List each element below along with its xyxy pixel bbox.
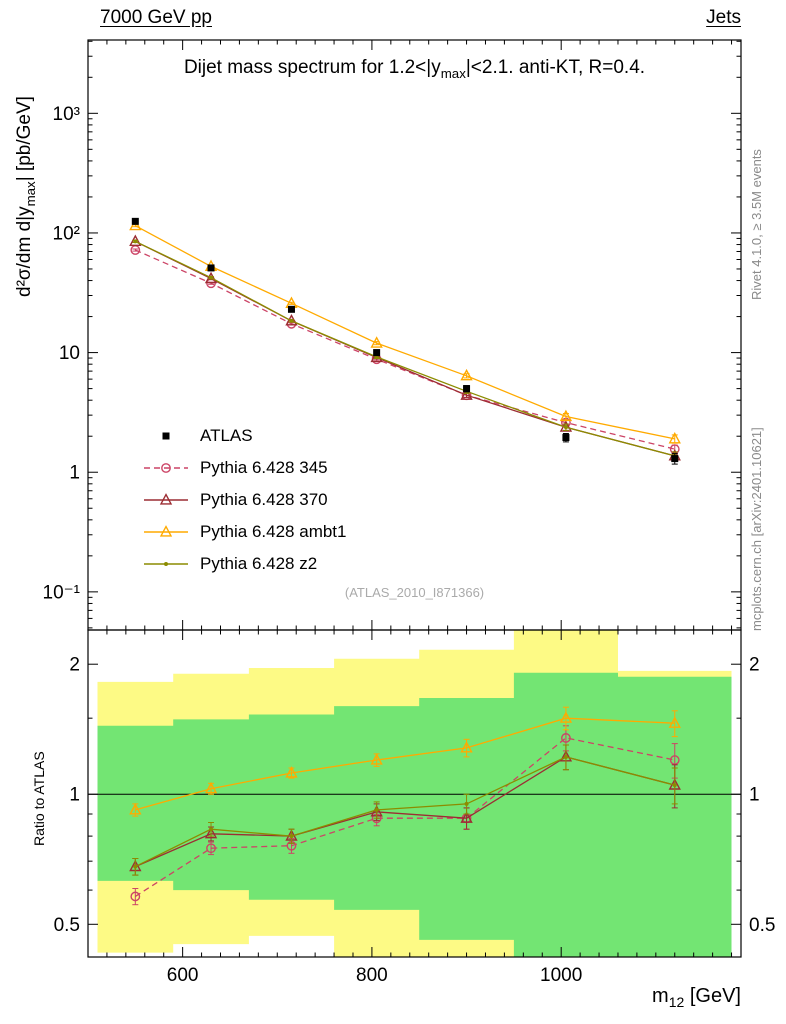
- process-label: Jets: [706, 7, 741, 28]
- series-pythia-6-428-ambt1-ratio: [129, 706, 681, 817]
- legend-marker-atlas: [162, 432, 170, 440]
- y-axis-label-ratio: Ratio to ATLAS: [31, 751, 47, 846]
- tick-labels: 10⁻¹ 1 10 10² 10³ 0.5 0.5 1 1 2 2 600 800 1000: [43, 104, 776, 986]
- legend-marker-pythia-ambt1: [144, 525, 188, 537]
- panel-frames: [87, 39, 742, 958]
- plot-title-sub: max: [440, 65, 466, 81]
- axis-ticks: [88, 40, 741, 957]
- x-axis-title-post: [GeV]: [684, 985, 741, 1007]
- legend-marker-pythia-370: [144, 493, 188, 505]
- mcplots-citation-note: mcplots.cern.ch [arXiv:2401.10621]: [749, 427, 764, 631]
- x-axis-title-sub: 12: [668, 994, 685, 1010]
- legend-label: Pythia 6.428 ambt1: [200, 522, 347, 541]
- legend-label: ATLAS: [200, 426, 253, 445]
- legend-item-pythia-ambt1: Pythia 6.428 ambt1: [142, 516, 346, 548]
- beam-energy-label: 7000 GeV pp: [100, 7, 212, 28]
- svg-text:1: 1: [69, 463, 80, 484]
- plot-title-pre: Dijet mass spectrum for 1.2<|y: [183, 57, 441, 78]
- svg-text:1: 1: [749, 785, 760, 806]
- legend-item-atlas: ATLAS: [142, 420, 346, 452]
- svg-text:800: 800: [356, 965, 388, 986]
- legend-label: Pythia 6.428 345: [200, 458, 328, 477]
- svg-text:1000: 1000: [540, 965, 582, 986]
- legend: ATLAS Pythia 6.428 345 Pythia 6.428 370 …: [142, 420, 346, 580]
- svg-text:2: 2: [749, 655, 760, 676]
- svg-text:0.5: 0.5: [54, 915, 80, 936]
- y-axis-label-main: d²σ/dm d|ymax| [pb/GeV]: [14, 96, 38, 297]
- ratio-panel-frame: [87, 629, 742, 958]
- legend-marker-pythia-345: [144, 463, 188, 473]
- svg-text:10²: 10²: [53, 223, 80, 244]
- series-atlas-main: [131, 217, 679, 465]
- y-axis-label-main-post: | [pb/GeV]: [14, 96, 35, 182]
- y-axis-label-main-pre: d²σ/dm d|y: [14, 206, 35, 297]
- legend-label: Pythia 6.428 370: [200, 490, 328, 509]
- series-pythia-6-428-ambt1-main: [129, 218, 681, 444]
- svg-text:1: 1: [69, 785, 80, 806]
- svg-text:10⁻¹: 10⁻¹: [43, 582, 81, 603]
- legend-item-pythia-z2: Pythia 6.428 z2: [142, 548, 346, 580]
- rivet-version-note: Rivet 4.1.0, ≥ 3.5M events: [749, 149, 764, 300]
- plot-title: Dijet mass spectrum for 1.2<|ymax|<2.1. …: [88, 57, 741, 81]
- series-pythia-6-428-z2-ratio: [132, 744, 678, 876]
- svg-text:10: 10: [59, 343, 80, 364]
- legend-item-pythia-345: Pythia 6.428 345: [142, 452, 346, 484]
- svg-text:10³: 10³: [53, 104, 80, 125]
- x-axis-title-pre: m: [652, 985, 669, 1007]
- svg-text:2: 2: [69, 655, 80, 676]
- svg-text:600: 600: [167, 965, 199, 986]
- analysis-watermark: (ATLAS_2010_I871366): [344, 585, 485, 600]
- legend-label: Pythia 6.428 z2: [200, 554, 318, 573]
- y-axis-label-main-sub: max: [22, 181, 38, 207]
- plot-title-post: |<2.1. anti-KT, R=0.4.: [465, 57, 646, 78]
- legend-item-pythia-370: Pythia 6.428 370: [142, 484, 346, 516]
- legend-marker-pythia-z2: [144, 562, 188, 566]
- x-axis-title: m12 [GeV]: [652, 985, 741, 1010]
- svg-text:0.5: 0.5: [749, 915, 775, 936]
